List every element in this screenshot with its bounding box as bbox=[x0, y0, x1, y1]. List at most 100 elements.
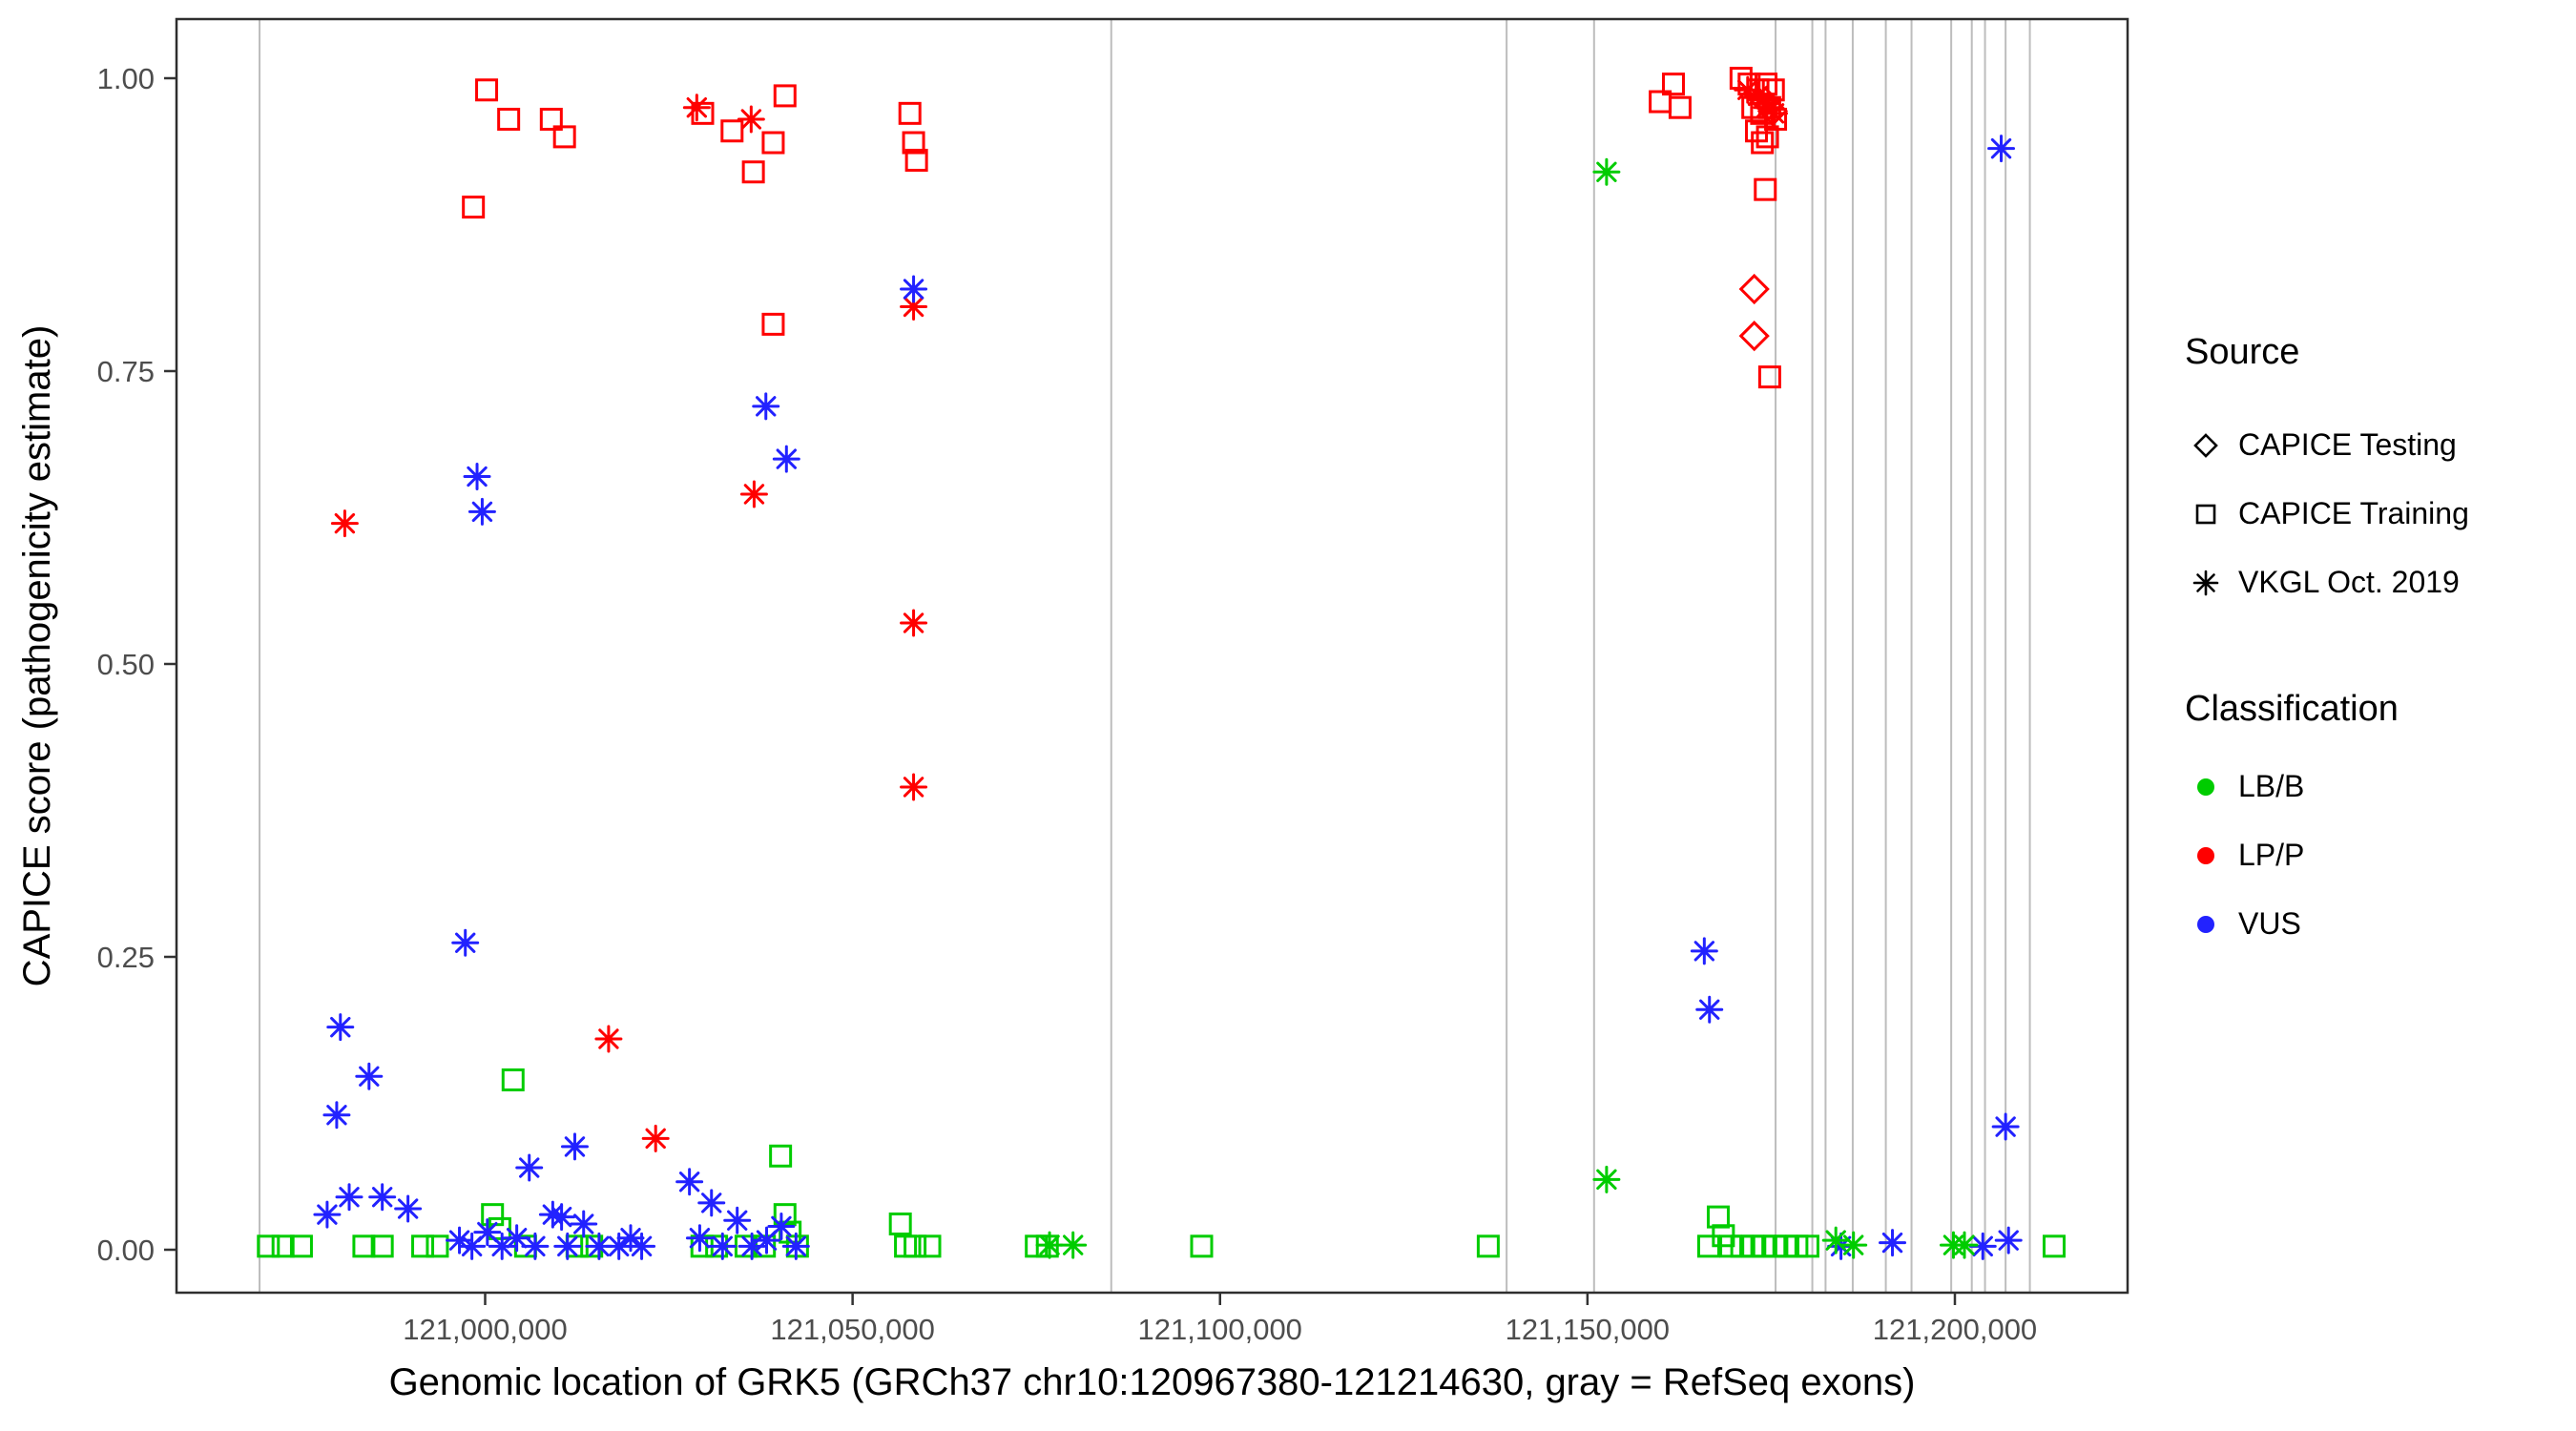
asterisk-icon bbox=[2192, 570, 2219, 595]
marker-asterisk bbox=[538, 1200, 567, 1229]
marker-square bbox=[271, 1234, 295, 1258]
legend-item-capice-testing: CAPICE Testing bbox=[2189, 427, 2457, 463]
marker-asterisk bbox=[1991, 1112, 2020, 1141]
marker-square bbox=[761, 131, 785, 155]
marker-asterisk bbox=[463, 463, 491, 491]
y-axis-title: CAPICE score (pathogenicity estimate) bbox=[16, 325, 58, 987]
marker-asterisk bbox=[394, 1194, 423, 1223]
marker-square bbox=[769, 1144, 793, 1168]
marker-asterisk bbox=[1592, 1165, 1621, 1193]
marker-asterisk bbox=[900, 773, 928, 801]
marker-square bbox=[904, 1234, 927, 1258]
marker-square bbox=[501, 1068, 525, 1091]
marker-square bbox=[888, 1212, 912, 1235]
marker-square bbox=[1755, 125, 1779, 149]
legend-item-lbb: LB/B bbox=[2189, 769, 2304, 804]
marker-asterisk bbox=[900, 292, 928, 321]
marker-asterisk bbox=[685, 1224, 714, 1253]
legend-item-lpp: LP/P bbox=[2189, 838, 2304, 873]
marker-asterisk bbox=[553, 1232, 582, 1260]
marker-asterisk bbox=[585, 1232, 613, 1260]
panel-background bbox=[177, 19, 2128, 1293]
x-tick-label: 121,050,000 bbox=[770, 1313, 934, 1346]
marker-asterisk bbox=[767, 1212, 796, 1240]
marker-asterisk bbox=[1760, 99, 1789, 128]
marker-diamond bbox=[1738, 321, 1770, 352]
marker-asterisk bbox=[900, 609, 928, 637]
marker-asterisk bbox=[1987, 135, 2016, 163]
marker-asterisk bbox=[708, 1232, 737, 1260]
marker-square bbox=[898, 101, 922, 125]
marker-asterisk bbox=[641, 1124, 670, 1152]
marker-asterisk bbox=[772, 445, 800, 473]
y-tick-label: 1.00 bbox=[97, 62, 155, 95]
marker-asterisk bbox=[1734, 75, 1762, 104]
marker-square bbox=[539, 107, 563, 131]
marker-asterisk bbox=[737, 105, 765, 134]
legend-label-capice-testing: CAPICE Testing bbox=[2238, 427, 2457, 462]
marker-asterisk bbox=[503, 1224, 531, 1253]
marker-asterisk bbox=[1592, 157, 1621, 186]
legend-label-vus: VUS bbox=[2238, 906, 2301, 941]
marker-square bbox=[1661, 73, 1685, 96]
marker-asterisk bbox=[330, 509, 359, 538]
marker-asterisk bbox=[753, 1226, 781, 1255]
marker-square bbox=[352, 1234, 376, 1258]
marker-asterisk bbox=[1690, 937, 1718, 965]
diamond-icon bbox=[2193, 432, 2218, 458]
marker-diamond bbox=[1738, 273, 1770, 305]
marker-square bbox=[1751, 131, 1775, 155]
marker-square bbox=[257, 1234, 280, 1258]
legend-item-vkgl: VKGL Oct. 2019 bbox=[2189, 565, 2460, 600]
y-tick-label: 0.50 bbox=[97, 648, 155, 681]
marker-asterisk bbox=[605, 1232, 634, 1260]
marker-asterisk bbox=[616, 1224, 645, 1253]
marker-asterisk bbox=[1839, 1231, 1868, 1259]
marker-asterisk bbox=[739, 480, 768, 508]
marker-asterisk bbox=[1035, 1231, 1064, 1259]
marker-asterisk bbox=[628, 1232, 656, 1260]
square-icon bbox=[2195, 504, 2216, 524]
legend-label-lpp: LP/P bbox=[2238, 838, 2305, 872]
legend-item-vus: VUS bbox=[2189, 906, 2301, 942]
marker-asterisk bbox=[548, 1203, 576, 1232]
x-tick-label: 121,100,000 bbox=[1138, 1313, 1302, 1346]
marker-square bbox=[497, 107, 521, 131]
marker-asterisk bbox=[560, 1132, 589, 1161]
marker-square bbox=[1729, 67, 1753, 90]
legend: Source CAPICE Testing CAPICE Training VK… bbox=[2185, 0, 2566, 1431]
marker-square bbox=[902, 131, 925, 155]
legend-label-capice-training: CAPICE Training bbox=[2238, 496, 2469, 530]
marker-asterisk bbox=[900, 275, 928, 303]
marker-square bbox=[475, 78, 499, 102]
marker-square bbox=[1757, 365, 1781, 389]
marker-asterisk bbox=[675, 1168, 704, 1196]
marker-square bbox=[1190, 1234, 1214, 1258]
panel-border bbox=[175, 17, 2129, 1295]
marker-square bbox=[1754, 177, 1777, 201]
marker-asterisk bbox=[697, 1189, 726, 1217]
marker-asterisk bbox=[1879, 1229, 1907, 1257]
marker-asterisk bbox=[682, 93, 711, 122]
legend-classification-title: Classification bbox=[2185, 689, 2399, 729]
marker-asterisk bbox=[1968, 1232, 1997, 1260]
marker-asterisk bbox=[451, 928, 480, 957]
marker-square bbox=[426, 1234, 449, 1258]
marker-asterisk bbox=[781, 1232, 810, 1260]
legend-label-vkgl: VKGL Oct. 2019 bbox=[2238, 565, 2460, 599]
marker-square bbox=[904, 148, 928, 172]
marker-square bbox=[2042, 1234, 2066, 1258]
marker-asterisk bbox=[1821, 1226, 1850, 1255]
y-tick-label: 0.00 bbox=[97, 1234, 155, 1267]
marker-square bbox=[918, 1234, 942, 1258]
marker-asterisk bbox=[368, 1183, 397, 1212]
marker-square bbox=[741, 160, 765, 184]
marker-square bbox=[1796, 1234, 1819, 1258]
marker-square bbox=[370, 1234, 394, 1258]
y-tick-label: 0.25 bbox=[97, 941, 155, 974]
marker-asterisk bbox=[467, 497, 496, 526]
marker-asterisk bbox=[355, 1062, 384, 1090]
marker-asterisk bbox=[521, 1232, 550, 1260]
x-tick-label: 121,000,000 bbox=[403, 1313, 567, 1346]
